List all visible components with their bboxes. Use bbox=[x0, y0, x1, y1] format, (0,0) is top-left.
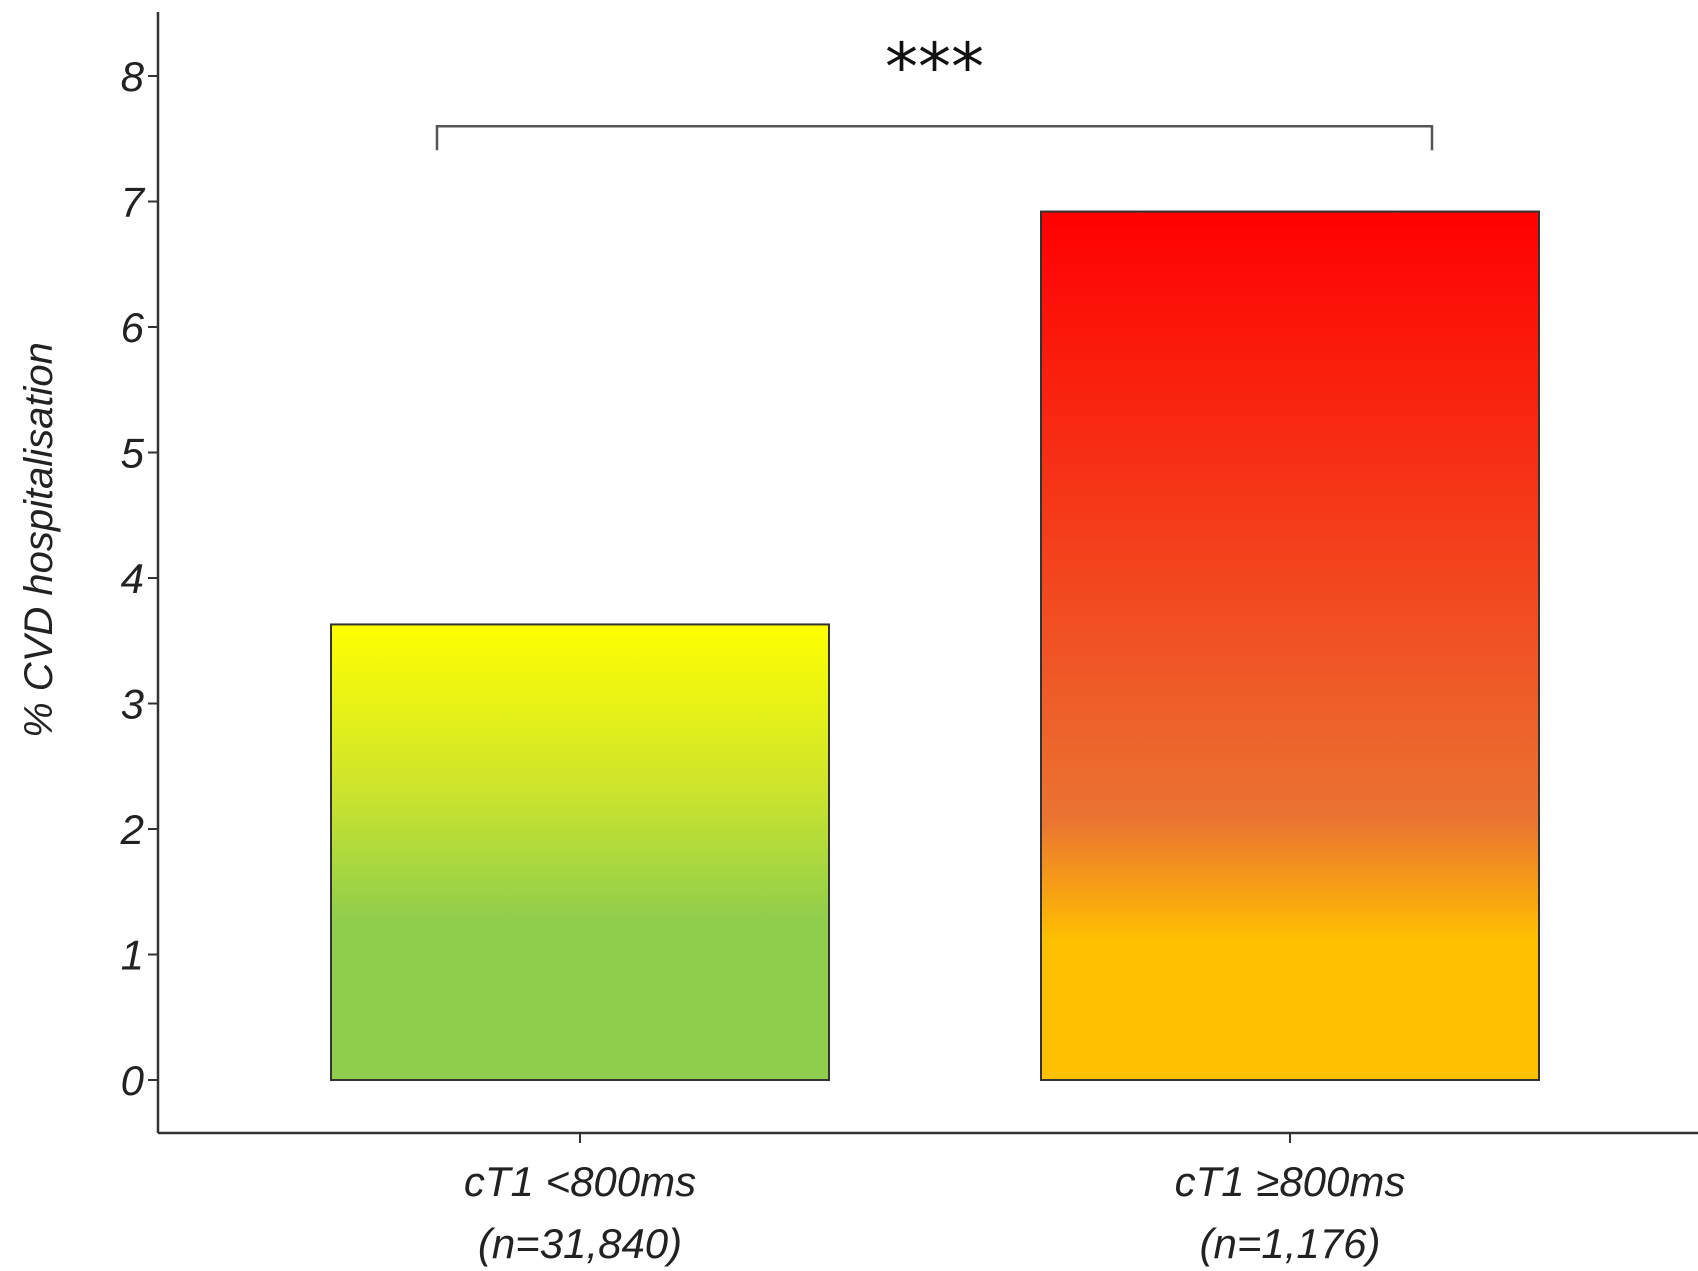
significance-label: *** bbox=[885, 29, 984, 106]
bar-0 bbox=[330, 623, 830, 1081]
bars-group bbox=[330, 210, 1540, 1082]
y-tick-label: 6 bbox=[121, 304, 145, 351]
x-category-label-line2: (n=1,176) bbox=[1200, 1220, 1381, 1267]
y-tick-label: 2 bbox=[120, 806, 144, 853]
significance-bracket bbox=[435, 124, 1434, 151]
y-tick-label: 5 bbox=[121, 430, 145, 477]
bar-1 bbox=[1040, 210, 1540, 1082]
x-axis-ticks: cT1 <800ms (n=31,840) cT1 ≥800ms (n=1,176) bbox=[464, 1133, 1406, 1267]
y-axis-ticks: 0 1 2 3 4 5 6 7 8 bbox=[120, 53, 158, 1104]
y-axis-title: % CVD hospitalisation bbox=[17, 342, 61, 738]
y-tick-label: 4 bbox=[121, 555, 144, 602]
x-category-label-line2: (n=31,840) bbox=[478, 1220, 682, 1267]
y-tick-label: 7 bbox=[121, 179, 146, 226]
x-category-label-line1: cT1 <800ms bbox=[464, 1158, 696, 1205]
significance-group: *** bbox=[435, 29, 1434, 151]
y-tick-label: 1 bbox=[121, 932, 144, 979]
y-tick-label: 0 bbox=[121, 1057, 145, 1104]
x-category-label-line1: cT1 ≥800ms bbox=[1175, 1158, 1406, 1205]
y-tick-label: 3 bbox=[121, 681, 144, 728]
y-tick-label: 8 bbox=[121, 53, 145, 100]
